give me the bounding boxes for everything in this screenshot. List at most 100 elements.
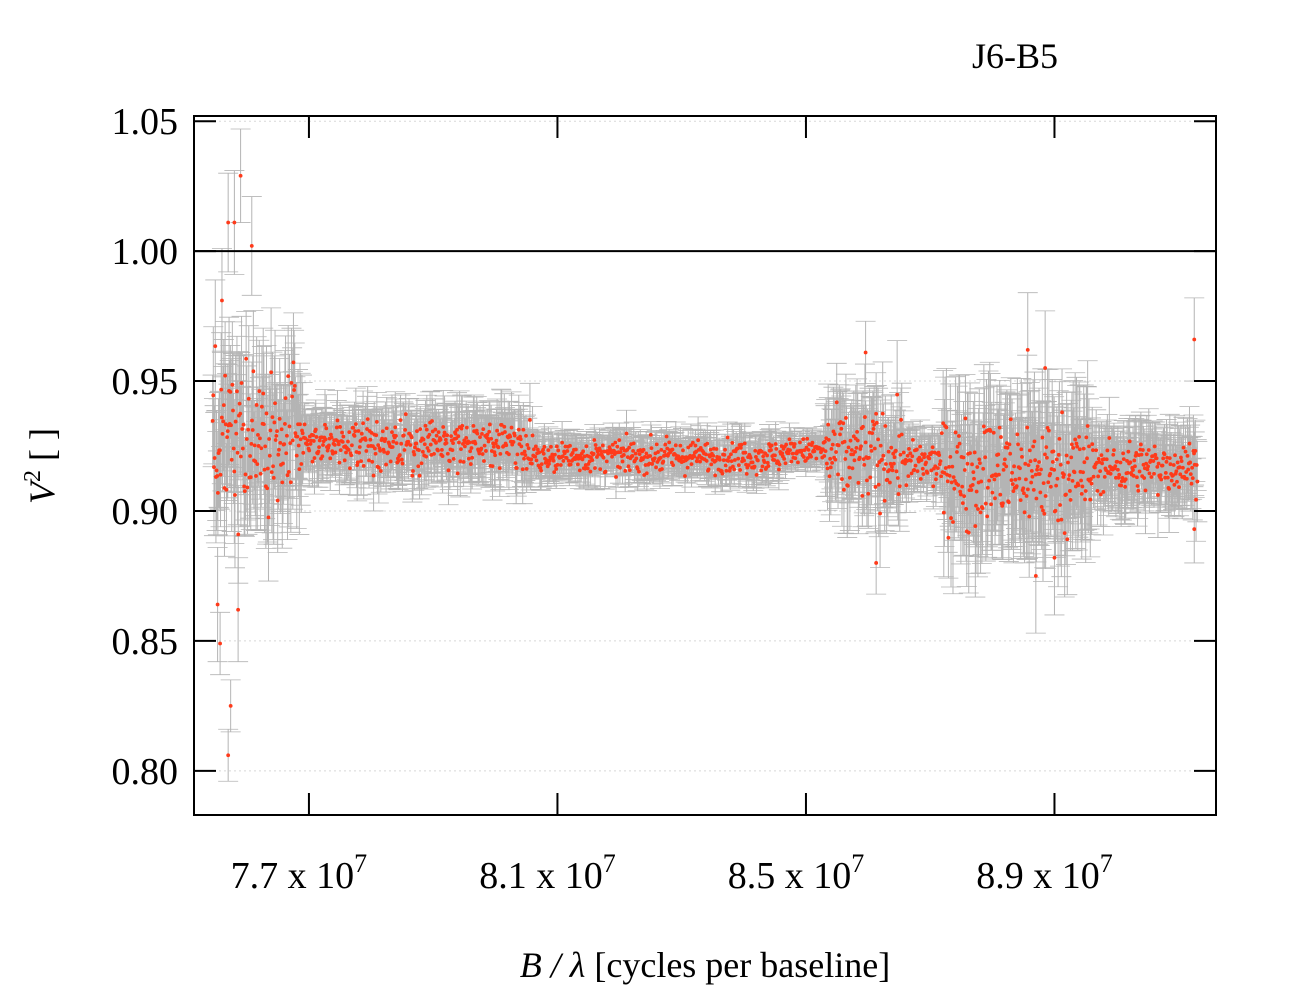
data-point (468, 462, 473, 466)
data-point (432, 452, 436, 456)
data-point (268, 428, 273, 433)
data-point (236, 532, 241, 537)
data-point (246, 396, 251, 401)
data-point (294, 453, 299, 458)
data-point (321, 443, 325, 447)
data-point (261, 391, 266, 396)
data-point (414, 441, 419, 446)
data-point (477, 451, 482, 456)
data-point (412, 452, 417, 457)
data-point (323, 437, 328, 442)
data-point (346, 439, 350, 444)
data-point (436, 448, 440, 453)
data-point (475, 431, 480, 436)
data-point (320, 454, 325, 459)
data-point (481, 427, 486, 432)
data-point (461, 459, 466, 464)
data-point (248, 475, 253, 480)
data-point (295, 434, 300, 439)
data-point (372, 446, 377, 451)
data-point (265, 486, 270, 491)
data-point (255, 462, 260, 467)
data-point (334, 425, 339, 430)
data-point (211, 393, 216, 398)
data-point (410, 473, 415, 478)
data-point (272, 420, 277, 425)
data-point (269, 370, 274, 375)
data-point (457, 440, 461, 445)
data-point (417, 448, 421, 453)
data-point (219, 387, 224, 392)
data-point (258, 436, 262, 441)
data-point (229, 423, 233, 428)
data-point (462, 444, 467, 449)
data-point (357, 445, 362, 449)
data-point (264, 411, 269, 416)
data-point (229, 457, 234, 462)
data-point (248, 454, 252, 458)
data-point (267, 453, 272, 458)
data-point (391, 439, 396, 444)
data-point (238, 454, 243, 459)
data-point (376, 443, 381, 448)
data-point (302, 422, 307, 427)
data-point (486, 439, 491, 444)
data-point (484, 449, 488, 453)
data-point (279, 427, 284, 432)
data-point (353, 429, 358, 434)
data-point (224, 487, 229, 492)
data-point (485, 436, 490, 441)
data-point (212, 465, 216, 470)
data-point (328, 456, 333, 461)
data-point (348, 466, 352, 471)
data-point (277, 447, 281, 452)
data-point (231, 446, 236, 451)
data-point (284, 433, 289, 438)
data-point (335, 418, 340, 423)
data-point (349, 453, 354, 458)
data-point (269, 470, 274, 475)
data-point (273, 401, 277, 406)
data-point (218, 472, 223, 477)
data-point (469, 446, 474, 450)
data-point (337, 460, 342, 465)
data-point (338, 425, 342, 429)
data-point (243, 472, 248, 477)
data-point (244, 437, 249, 441)
data-point (394, 441, 399, 446)
data-point (317, 438, 322, 443)
data-point (436, 430, 441, 435)
data-point (352, 434, 357, 438)
data-point (493, 441, 498, 446)
data-point (311, 439, 316, 443)
data-point (310, 459, 315, 464)
data-point (353, 422, 358, 427)
data-point (378, 448, 383, 453)
data-point (312, 456, 317, 460)
data-point (447, 459, 452, 464)
data-point (260, 404, 264, 409)
data-point (424, 454, 429, 459)
data-point (282, 422, 287, 426)
data-point (290, 438, 295, 443)
data-point (262, 467, 267, 472)
data-point (346, 447, 351, 452)
data-point (233, 419, 238, 424)
data-point (221, 419, 226, 424)
data-point (259, 446, 264, 451)
data-point (225, 435, 229, 439)
data-point (338, 448, 343, 453)
data-point (487, 429, 492, 434)
data-point (426, 448, 431, 453)
data-point (277, 416, 282, 421)
data-point (386, 450, 390, 455)
data-point (442, 430, 447, 435)
data-point (242, 489, 247, 494)
data-point (495, 428, 499, 433)
data-point (242, 484, 247, 489)
data-point (434, 440, 438, 445)
data-point (365, 427, 369, 431)
data-point (433, 427, 438, 432)
data-point (305, 438, 310, 443)
